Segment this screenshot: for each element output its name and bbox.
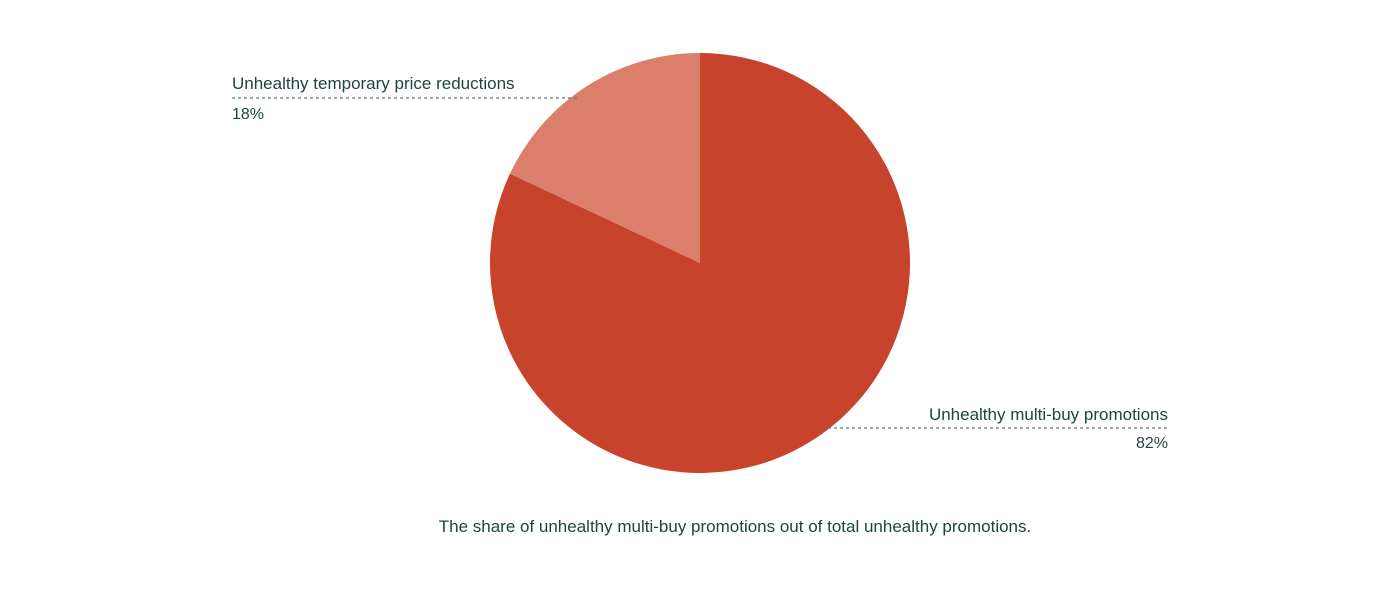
pie-slice-temporary-price-reductions	[509, 53, 700, 263]
label-group-multi-buy-promotions: Unhealthy multi-buy promotions 82%	[822, 405, 1168, 452]
slice-label-temporary-price-reductions: Unhealthy temporary price reductions	[232, 74, 515, 93]
pie-slice-multi-buy-promotions	[490, 53, 911, 473]
slice-label-multi-buy-promotions: Unhealthy multi-buy promotions	[929, 405, 1168, 424]
chart-caption: The share of unhealthy multi-buy promoti…	[439, 517, 1032, 536]
slice-value-temporary-price-reductions: 18%	[232, 106, 264, 123]
slice-value-multi-buy-promotions: 82%	[1136, 435, 1168, 452]
pie-slices	[490, 53, 911, 473]
label-group-temporary-price-reductions: Unhealthy temporary price reductions 18%	[232, 74, 580, 123]
